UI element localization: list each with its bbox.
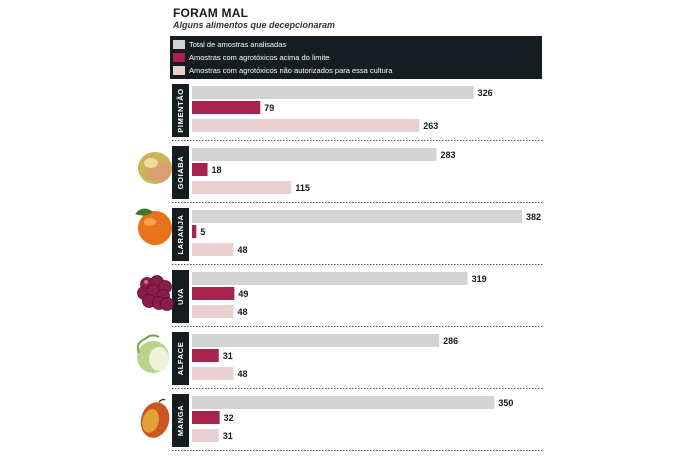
orange-icon [135,208,172,245]
bar [192,225,197,238]
bar-value-label: 31 [223,431,233,441]
grape-icon [137,275,174,311]
bar [192,411,220,424]
bar-value-label: 326 [478,88,493,98]
bar-value-label: 286 [443,336,458,346]
category-panel [172,84,189,137]
bar-value-label: 48 [237,245,247,255]
legend-label-total: Total de amostras analisadas [189,40,287,49]
bar [192,101,261,114]
bar [192,334,440,347]
bar [192,287,235,300]
category-panel [172,332,189,385]
bar [192,305,234,318]
category-group: PIMENTÃO 326 79 263 [172,84,543,141]
bar [192,349,219,362]
bar [192,272,468,285]
bar [192,429,219,442]
bar [192,396,495,409]
bar [192,243,234,256]
bar-value-label: 350 [498,398,513,408]
bar [192,119,420,132]
category-label: LARANJA [176,214,185,254]
bar [192,367,234,380]
category-panel [172,394,189,447]
bar-value-label: 115 [295,183,310,193]
category-group: MANGA 350 32 31 [172,394,543,451]
category-panel [172,270,189,323]
bar [192,148,437,161]
bar-value-label: 49 [238,289,248,299]
mango-icon [140,398,170,438]
category-label: UVA [176,288,185,305]
category-label: ALFACE [176,342,185,376]
chart-subtitle: Alguns alimentos que decepcionaram [173,20,336,30]
bar-value-label: 5 [200,227,205,237]
legend: Total de amostras analisadas Amostras co… [170,36,542,79]
category-group: GOIABA 283 18 115 [172,146,543,203]
bar-value-label: 283 [440,150,455,160]
category-group: LARANJA 382 5 48 [172,208,543,265]
bar [192,163,208,176]
bar-value-label: 79 [264,103,274,113]
bar-value-label: 263 [423,121,438,131]
chart-title: FORAM MAL [173,6,249,20]
bar [192,181,292,194]
bar-value-label: 48 [237,307,247,317]
category-label: MANGA [176,405,185,436]
bar-value-label: 18 [212,165,222,175]
legend-label-unauthorized: Amostras com agrotóxicos não autorizados… [189,66,393,75]
category-group: ALFACE 286 31 48 [172,332,543,389]
category-panel [172,208,189,261]
guava-icon [138,152,172,184]
bar-value-label: 319 [472,274,487,284]
bar [192,86,474,99]
category-panel [172,146,189,199]
lettuce-icon [136,334,169,373]
category-group: UVA 319 49 48 [172,270,543,327]
bar-value-label: 32 [224,413,234,423]
category-label: GOIABA [176,156,185,190]
bar-value-label: 31 [223,351,233,361]
legend-label-above-limit: Amostras com agrotóxicos acima do limite [189,53,330,62]
bar-value-label: 382 [526,212,541,222]
bar-value-label: 48 [237,369,247,379]
legend-swatch-above-limit [173,53,185,62]
legend-swatch-unauthorized [173,66,185,75]
category-label: PIMENTÃO [176,88,185,132]
bar [192,210,522,223]
legend-swatch-total [173,40,185,49]
